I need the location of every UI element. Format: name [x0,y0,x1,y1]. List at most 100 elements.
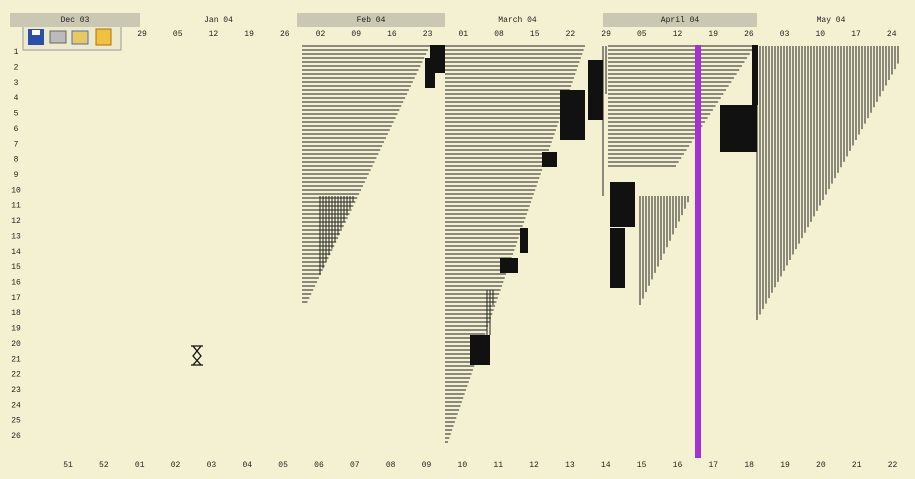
week-label: 13 [565,461,575,470]
day-label: 26 [744,30,754,39]
row-label: 15 [11,263,21,272]
week-label: 14 [601,461,611,470]
day-label: 12 [209,30,219,39]
month-band [603,13,757,27]
week-label: 19 [780,461,790,470]
day-label: 19 [708,30,718,39]
day-label: 08 [494,30,504,39]
day-label: 05 [173,30,183,39]
milestone-block [720,105,757,152]
month-label: March 04 [498,16,537,25]
row-label: 21 [11,355,21,364]
day-label: 24 [887,30,897,39]
month-label: Dec 03 [61,16,90,25]
row-label: 9 [14,171,19,180]
row-label: 10 [11,186,21,195]
month-band [10,13,140,27]
milestone-block [520,228,528,253]
export-button[interactable] [95,28,112,46]
week-label: 12 [529,461,539,470]
row-label: 24 [11,401,21,410]
row-label: 4 [14,94,19,103]
row-label: 26 [11,432,21,441]
hourglass-icon [191,345,203,366]
week-label: 07 [350,461,360,470]
week-label: 11 [493,461,503,470]
row-label: 22 [11,371,21,380]
day-label: 12 [673,30,683,39]
week-label: 10 [458,461,468,470]
open-button[interactable] [71,30,89,45]
week-label: 51 [63,461,73,470]
milestone-block [560,90,585,140]
row-label: 13 [11,232,21,241]
row-label: 7 [14,140,19,149]
schedule-bars [302,45,899,443]
milestone-block [470,335,490,365]
milestone-block [610,182,635,227]
week-label: 02 [171,461,181,470]
day-label: 26 [280,30,290,39]
day-label: 15 [530,30,540,39]
day-label: 10 [815,30,825,39]
week-label: 15 [637,461,647,470]
toolbar [22,23,122,51]
row-label: 12 [11,217,21,226]
week-label: 09 [422,461,432,470]
week-label: 08 [386,461,396,470]
month-band [297,13,445,27]
day-label: 29 [601,30,611,39]
hourglass [191,345,203,366]
week-label: 52 [99,461,109,470]
week-label: 03 [207,461,217,470]
today-line [695,45,701,458]
row-label: 16 [11,279,21,288]
milestone-block [500,258,518,273]
row-label: 1 [14,48,19,57]
print-button[interactable] [49,30,67,44]
week-label: 22 [888,461,898,470]
week-label: 04 [242,461,252,470]
week-label: 18 [744,461,754,470]
day-label: 22 [566,30,576,39]
week-label: 05 [278,461,288,470]
row-label: 14 [11,248,21,257]
week-label: 06 [314,461,324,470]
week-label: 01 [135,461,145,470]
day-label: 02 [316,30,326,39]
milestone-block [752,45,758,105]
day-label: 05 [637,30,647,39]
row-label: 8 [14,156,19,165]
row-label: 17 [11,294,21,303]
row-label: 18 [11,309,21,318]
day-label: 17 [851,30,861,39]
row-label: 11 [11,202,21,211]
row-label: 25 [11,417,21,426]
day-label: 23 [423,30,433,39]
row-label: 3 [14,79,19,88]
row-label: 20 [11,340,21,349]
row-label: 6 [14,125,19,134]
row-label: 23 [11,386,21,395]
day-label: 19 [244,30,254,39]
day-label: 01 [458,30,468,39]
day-label: 03 [780,30,790,39]
row-label: 5 [14,110,19,119]
row-label: 19 [11,325,21,334]
milestone-block [610,228,625,288]
day-label: 09 [351,30,361,39]
week-label: 16 [673,461,683,470]
week-label: 21 [852,461,862,470]
month-label: April 04 [661,16,700,25]
week-label: 17 [708,461,718,470]
day-label: 16 [387,30,397,39]
milestone-block [588,60,603,120]
month-label: Jan 04 [204,16,233,25]
milestone-block [542,152,557,167]
milestone-block [425,58,435,88]
month-label: Feb 04 [357,16,386,25]
day-label: 29 [137,30,147,39]
save-icon [32,30,40,35]
